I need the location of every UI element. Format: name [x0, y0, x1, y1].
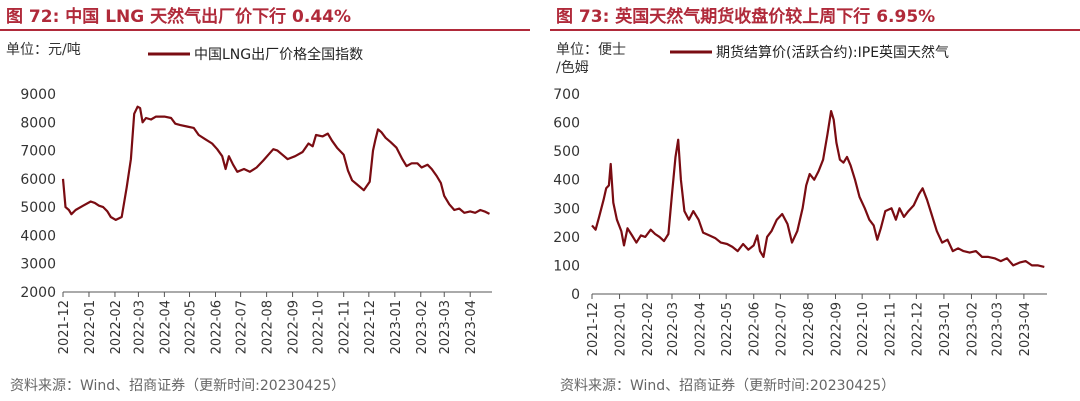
x-tick-label: 2022-08 — [802, 302, 817, 356]
chart-panel-lng: 图 72: 中国 LNG 天然气出厂价下行 0.44% 单位：元/吨 中国LNG出… — [0, 0, 530, 401]
y-tick-label: 300 — [553, 201, 580, 217]
y-unit-label: 单位：便士/色姆 — [556, 42, 626, 76]
x-tick-label: 2022-09 — [287, 300, 302, 354]
ipe-gas-futures-chart: 单位：便士/色姆 期货结算价(活跃合约):IPE英国天然气 0 100 200 300 40… — [553, 42, 1047, 356]
x-tick-label: 2023-03 — [990, 302, 1005, 356]
title-divider — [0, 29, 530, 31]
x-tick-label: 2022-08 — [261, 300, 276, 354]
source-note: 资料来源：Wind、招商证券（更新时间:20230425） — [560, 378, 896, 394]
y-unit-label: 单位：元/吨 — [6, 42, 81, 58]
title-divider — [550, 29, 1080, 31]
lng-price-chart: 单位：元/吨 中国LNG出厂价格全国指数 2000 3000 4000 5000 6000 7… — [6, 42, 492, 354]
y-tick-label: 8000 — [20, 115, 56, 131]
x-tick-label: 2022-04 — [694, 302, 709, 356]
legend-label: 中国LNG出厂价格全国指数 — [194, 46, 363, 63]
y-tick-label: 9000 — [20, 87, 56, 103]
x-tick-label: 2022-01 — [614, 302, 629, 356]
x-tick-label: 2021-12 — [57, 300, 72, 354]
x-tick-label: 2023-03 — [438, 300, 453, 354]
x-tick-label: 2023-02 — [415, 300, 430, 354]
x-tick-label: 2023-02 — [965, 302, 980, 356]
x-tick-label: 2022-03 — [666, 302, 681, 356]
series-line — [61, 105, 490, 221]
y-tick-label: 400 — [553, 173, 580, 189]
x-tick-label: 2022-11 — [884, 302, 899, 356]
y-tick-label: 2000 — [20, 285, 56, 301]
y-tick-label: 0 — [571, 287, 580, 303]
x-tick-label: 2022-07 — [235, 300, 250, 354]
x-tick-label: 2022-02 — [109, 300, 124, 354]
x-tick-label: 2022-05 — [720, 302, 735, 356]
y-tick-label: 200 — [553, 230, 580, 246]
chart-title: 图 72: 中国 LNG 天然气出厂价下行 0.44% — [6, 7, 352, 27]
x-tick-label: 2023-04 — [1018, 302, 1033, 356]
x-tick-label: 2022-12 — [910, 302, 925, 356]
y-tick-label: 600 — [553, 116, 580, 132]
x-tick-label: 2022-02 — [641, 302, 656, 356]
x-tick-label: 2021-12 — [586, 302, 601, 356]
y-tick-label: 100 — [553, 258, 580, 274]
x-tick-label: 2022-05 — [184, 300, 199, 354]
x-tick-label: 2022-10 — [856, 302, 871, 356]
x-tick-label: 2022-10 — [312, 300, 327, 354]
y-tick-label: 700 — [553, 87, 580, 103]
y-tick-label: 7000 — [20, 144, 56, 160]
y-tick-label: 3000 — [20, 257, 56, 273]
chart-title: 图 73: 英国天然气期货收盘价较上周下行 6.95% — [556, 7, 936, 27]
x-tick-label: 2022-07 — [774, 302, 789, 356]
y-tick-label: 4000 — [20, 228, 56, 244]
y-tick-label: 6000 — [20, 172, 56, 188]
x-tick-label: 2022-09 — [829, 302, 844, 356]
series-line — [591, 110, 1045, 268]
x-tick-label: 2022-06 — [209, 300, 224, 354]
source-note: 资料来源：Wind、招商证券（更新时间:20230425） — [10, 378, 346, 394]
x-tick-label: 2023-01 — [938, 302, 953, 356]
x-tick-label: 2022-04 — [158, 300, 173, 354]
x-tick-label: 2022-01 — [83, 300, 98, 354]
chart-panel-ipe: 图 73: 英国天然气期货收盘价较上周下行 6.95% 单位：便士/色姆 期货结算… — [550, 0, 1080, 401]
x-tick-label: 2022-12 — [363, 300, 378, 354]
legend-label: 期货结算价(活跃合约):IPE英国天然气 — [716, 44, 949, 61]
x-tick-label: 2023-04 — [464, 300, 479, 354]
y-tick-label: 5000 — [20, 200, 56, 216]
x-tick-label: 2022-06 — [748, 302, 763, 356]
x-tick-label: 2022-03 — [132, 300, 147, 354]
x-tick-label: 2023-01 — [389, 300, 404, 354]
x-tick-label: 2022-11 — [338, 300, 353, 354]
y-tick-label: 500 — [553, 144, 580, 160]
